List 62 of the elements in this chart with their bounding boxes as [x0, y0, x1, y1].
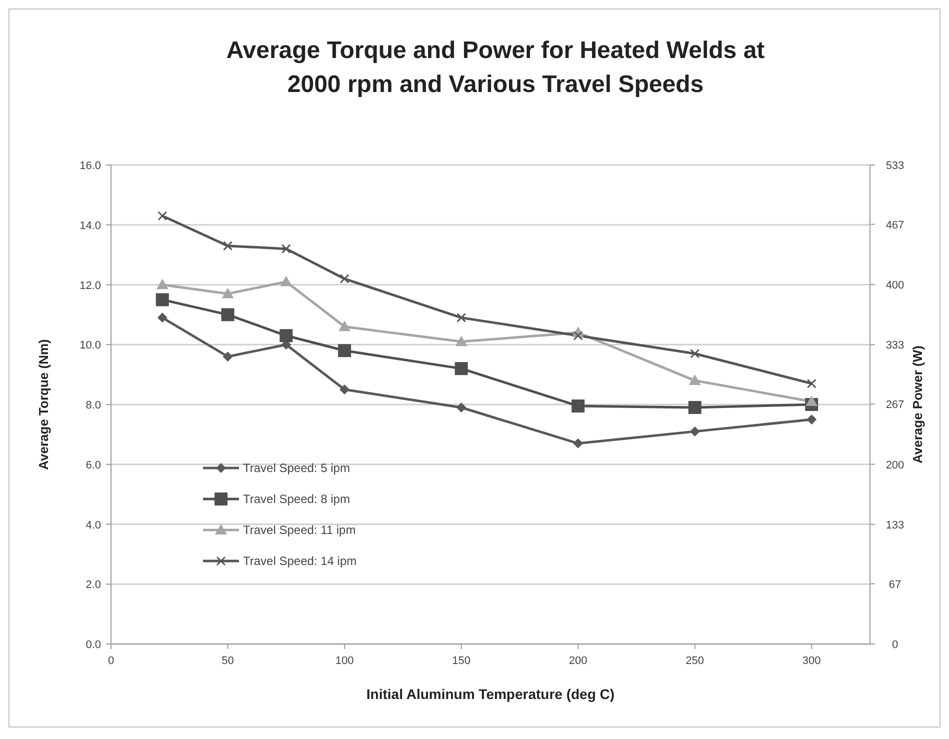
- legend-label: Travel Speed: 11 ipm: [243, 523, 356, 537]
- point: [156, 293, 169, 306]
- y2-tick-label: 67: [888, 578, 902, 591]
- point: [156, 278, 168, 290]
- point: [223, 241, 233, 251]
- point: [806, 396, 818, 406]
- point: [221, 308, 234, 322]
- point: [280, 329, 293, 342]
- x-tick-label: 150: [452, 655, 470, 667]
- x-axis-title: Initial Aluminum Temperature (deg C): [366, 686, 615, 702]
- y2-tick-label: 333: [886, 340, 904, 352]
- y-axis-title: Average Torque (Nm): [36, 339, 51, 470]
- point: [456, 402, 466, 412]
- y-tick-label: 8.0: [86, 400, 101, 412]
- point: [690, 426, 700, 436]
- point: [690, 348, 700, 358]
- y2-tick-label: 0: [892, 639, 898, 651]
- point: [573, 438, 584, 448]
- point: [338, 320, 351, 332]
- point: [573, 330, 583, 340]
- point: [572, 399, 585, 412]
- y-tick-label: 6.0: [86, 459, 101, 472]
- point: [688, 400, 702, 414]
- y-tick-label: 4.0: [86, 519, 101, 532]
- y2-tick-label: 267: [886, 399, 904, 412]
- legend-label: Travel Speed: 14 ipm: [243, 554, 357, 568]
- point: [454, 362, 468, 376]
- y2-tick-label: 533: [886, 160, 904, 172]
- x-tick-label: 0: [108, 655, 114, 667]
- y2-tick-label: 400: [886, 280, 904, 292]
- point: [456, 312, 466, 322]
- x-tick-label: 250: [686, 655, 704, 667]
- point: [158, 211, 168, 221]
- y-tick-label: 10.0: [80, 340, 101, 352]
- y2-axis-title: Average Power (W): [910, 346, 925, 464]
- point: [338, 344, 352, 358]
- point: [280, 276, 292, 286]
- point: [157, 312, 168, 323]
- y-tick-label: 14.0: [80, 220, 101, 232]
- point: [806, 378, 816, 388]
- x-tick-label: 300: [802, 655, 821, 667]
- y2-tick-label: 133: [886, 519, 904, 532]
- point: [222, 288, 234, 298]
- point: [222, 352, 233, 362]
- legend-label: Travel Speed: 5 ipm: [243, 461, 350, 475]
- point: [340, 384, 350, 395]
- point: [340, 274, 350, 284]
- y-tick-label: 12.0: [80, 280, 101, 292]
- legend-label: Travel Speed: 8 ipm: [243, 492, 350, 506]
- y-tick-label: 2.0: [86, 579, 101, 592]
- point: [806, 414, 817, 424]
- y-tick-label: 0.0: [86, 639, 101, 651]
- point: [281, 244, 291, 254]
- y-tick-label: 16.0: [80, 160, 101, 172]
- x-tick-label: 200: [568, 655, 588, 667]
- point: [455, 336, 468, 346]
- point: [688, 374, 701, 386]
- x-tick-label: 100: [335, 655, 354, 667]
- y2-tick-label: 467: [886, 219, 904, 232]
- chart-title: Average Torque and Power for Heated Welds at 2000 rpm and Various Travel Speeds: [226, 37, 765, 98]
- y2-tick-label: 200: [886, 459, 904, 472]
- x-tick-label: 50: [222, 655, 234, 667]
